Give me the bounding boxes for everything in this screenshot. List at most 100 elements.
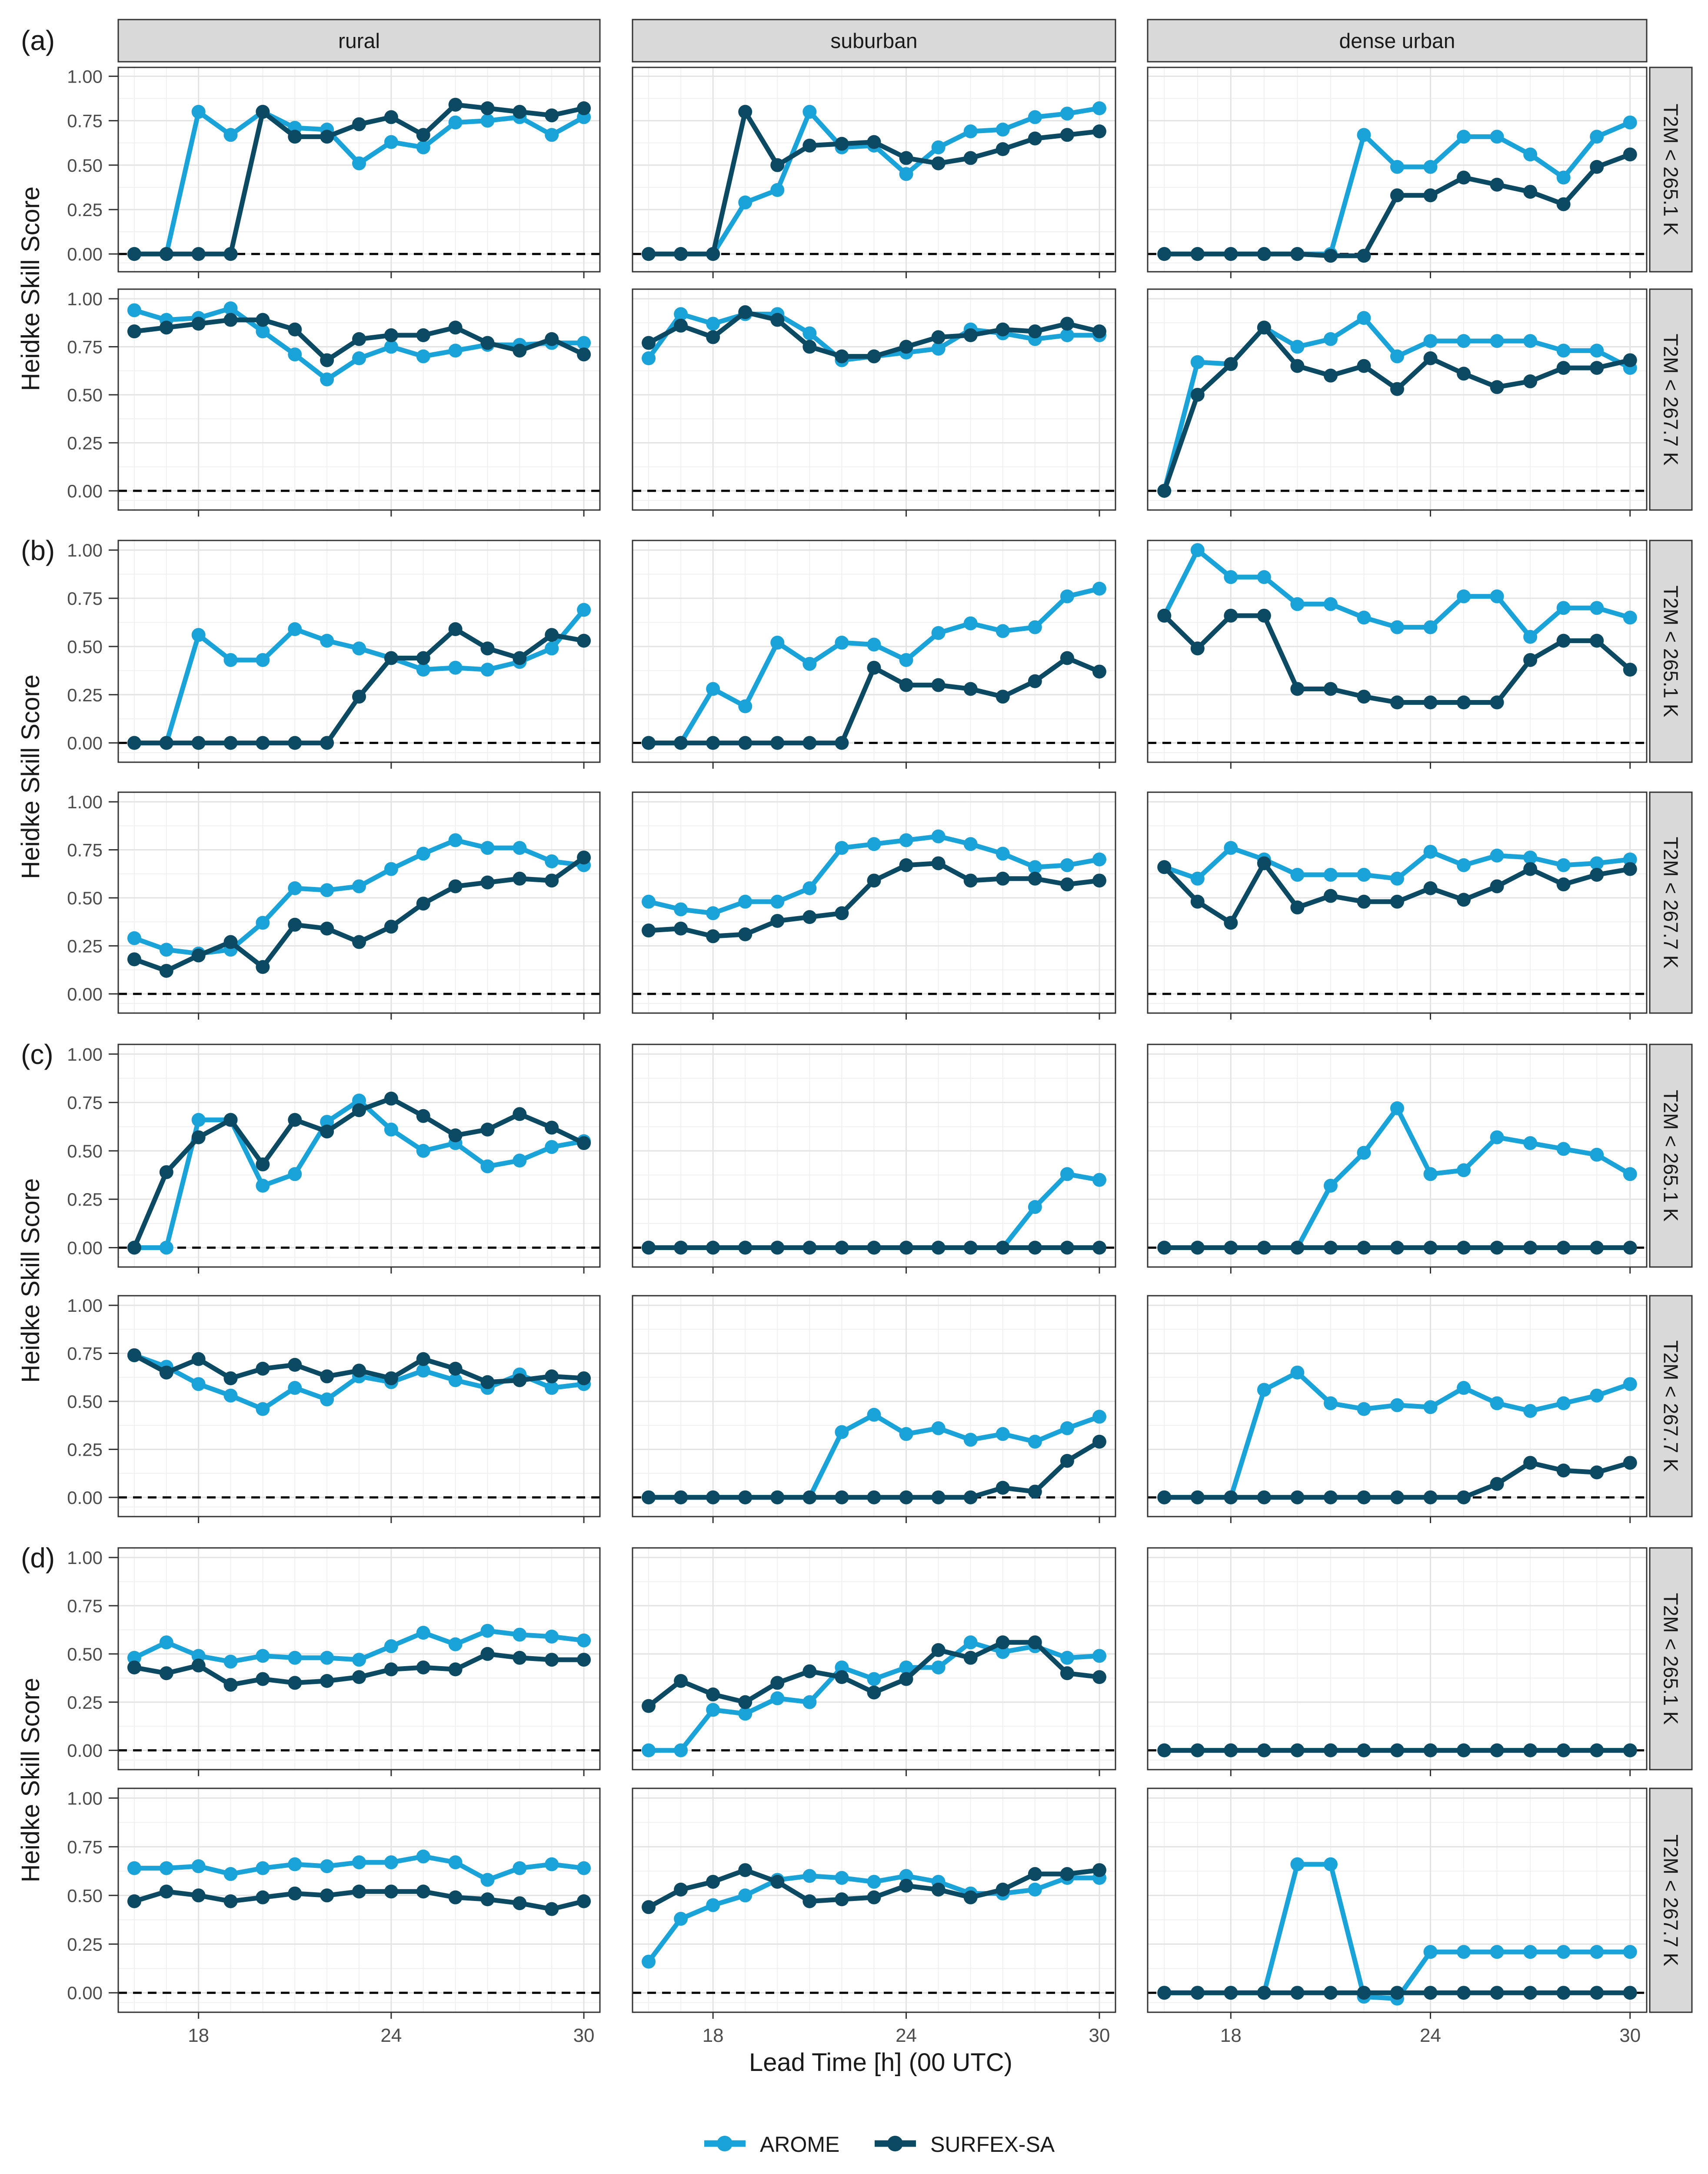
data-point-surfex-sa (513, 1651, 527, 1665)
data-point-surfex-sa (352, 935, 366, 949)
data-point-arome (256, 653, 270, 667)
data-point-arome (416, 1626, 430, 1640)
data-point-surfex-sa (416, 651, 430, 665)
data-point-surfex-sa (1523, 374, 1538, 389)
data-point-surfex-sa (867, 1490, 881, 1504)
data-point-arome (931, 1421, 946, 1435)
data-point-surfex-sa (642, 247, 656, 261)
data-point-surfex-sa (1590, 634, 1604, 648)
data-point-arome (802, 1869, 817, 1883)
data-point-arome (1357, 1146, 1371, 1160)
data-point-surfex-sa (1623, 353, 1637, 367)
data-point-arome (416, 140, 430, 154)
data-point-arome (1590, 1388, 1604, 1403)
data-point-surfex-sa (191, 1888, 206, 1903)
data-point-arome (963, 124, 978, 139)
data-point-arome (513, 841, 527, 855)
data-point-arome (899, 1660, 913, 1674)
data-point-arome (191, 1859, 206, 1874)
data-point-surfex-sa (1092, 324, 1106, 339)
column-strip-suburban (632, 19, 1116, 63)
column-strip-label-rural: rural (338, 30, 380, 53)
panel-border (117, 791, 601, 1014)
data-point-arome (1490, 130, 1504, 144)
data-point-surfex-sa (577, 347, 591, 362)
data-point-surfex-sa (770, 914, 785, 928)
data-point-surfex-sa (899, 858, 913, 872)
y-tick-label: 0.00 (67, 733, 103, 754)
data-point-surfex-sa (642, 1900, 656, 1914)
data-point-arome (545, 1857, 559, 1871)
data-point-arome (835, 841, 849, 855)
data-point-surfex-sa (1157, 1986, 1172, 2000)
data-point-arome (1457, 1381, 1471, 1395)
data-point-surfex-sa (448, 97, 463, 112)
data-point-arome (1490, 1396, 1504, 1410)
data-point-surfex-sa (1556, 197, 1571, 211)
data-point-surfex-sa (384, 651, 398, 665)
data-point-surfex-sa (480, 1122, 495, 1137)
data-point-surfex-sa (1357, 1490, 1371, 1504)
data-point-surfex-sa (706, 929, 720, 944)
y-tick-label: 0.75 (67, 337, 103, 357)
data-point-arome (642, 1743, 656, 1757)
data-point-arome (996, 1645, 1010, 1659)
data-point-surfex-sa (802, 736, 817, 750)
data-point-arome (1028, 620, 1042, 634)
data-point-arome (1190, 871, 1205, 886)
data-point-surfex-sa (674, 1490, 688, 1504)
data-point-surfex-sa (223, 247, 238, 261)
data-point-arome (1060, 107, 1074, 121)
data-point-arome (706, 1898, 720, 1912)
data-point-surfex-sa (1357, 249, 1371, 263)
data-point-surfex-sa (384, 1371, 398, 1385)
panel-b-upper-suburban (632, 540, 1116, 769)
data-point-surfex-sa (867, 1240, 881, 1255)
data-point-arome (480, 1873, 495, 1887)
data-point-surfex-sa (867, 135, 881, 149)
data-point-arome (996, 123, 1010, 137)
y-tick-label: 1.00 (67, 540, 103, 560)
data-point-arome (223, 128, 238, 142)
data-point-surfex-sa (642, 1240, 656, 1255)
y-tick-label: 0.50 (67, 1391, 103, 1412)
data-point-arome (127, 1861, 141, 1875)
panels-layer (117, 67, 1648, 2019)
data-point-surfex-sa (642, 1699, 656, 1713)
data-point-surfex-sa (1523, 653, 1538, 667)
data-point-arome (159, 1240, 173, 1255)
data-point-arome (770, 636, 785, 650)
data-point-arome (545, 1381, 559, 1395)
data-point-arome (899, 1869, 913, 1883)
data-point-surfex-sa (1224, 1490, 1238, 1504)
data-point-arome (1390, 871, 1404, 886)
data-point-arome (513, 1154, 527, 1168)
data-point-surfex-sa (1323, 1986, 1338, 2000)
data-point-surfex-sa (159, 1666, 173, 1681)
data-point-surfex-sa (931, 1240, 946, 1255)
data-point-surfex-sa (899, 340, 913, 354)
data-point-arome (802, 326, 817, 340)
data-point-surfex-sa (1323, 368, 1338, 383)
data-point-surfex-sa (706, 1687, 720, 1702)
data-point-surfex-sa (127, 1894, 141, 1908)
row-strip-label-b-lower: T2M < 267.7 K (1660, 837, 1682, 969)
data-point-arome (384, 1855, 398, 1870)
data-point-surfex-sa (1290, 682, 1305, 696)
data-point-surfex-sa (513, 651, 527, 665)
data-point-surfex-sa (963, 682, 978, 696)
row-strip-label-c-upper: T2M < 265.1 K (1660, 1090, 1682, 1222)
data-point-arome (256, 1861, 270, 1875)
y-tick-label: 0.75 (67, 1093, 103, 1113)
data-point-surfex-sa (1224, 247, 1238, 261)
y-tick-label: 0.25 (67, 1934, 103, 1954)
data-point-surfex-sa (931, 330, 946, 344)
data-point-surfex-sa (1423, 695, 1438, 710)
data-point-arome (1556, 1142, 1571, 1156)
data-point-arome (352, 1855, 366, 1870)
data-point-arome (256, 324, 270, 339)
data-point-arome (674, 1743, 688, 1757)
data-point-surfex-sa (513, 1896, 527, 1911)
data-point-surfex-sa (191, 1658, 206, 1673)
data-point-surfex-sa (867, 349, 881, 363)
